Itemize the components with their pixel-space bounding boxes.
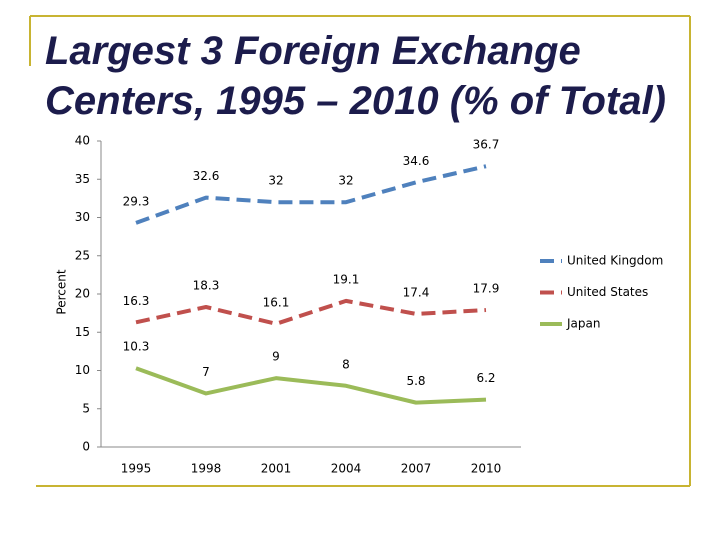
data-label: 17.4 <box>403 285 430 299</box>
data-label: 32.6 <box>193 169 220 183</box>
y-tick-label: 5 <box>82 401 90 415</box>
data-label: 7 <box>202 365 210 379</box>
legend-label: United Kingdom <box>567 254 663 268</box>
y-tick-label: 25 <box>75 248 90 262</box>
x-tick-label: 1995 <box>121 462 152 476</box>
data-label: 16.1 <box>263 295 290 309</box>
y-tick-label: 10 <box>75 363 90 377</box>
y-tick-label: 35 <box>75 172 90 186</box>
y-tick-label: 0 <box>82 440 90 454</box>
x-tick-label: 2001 <box>261 462 292 476</box>
series-line <box>135 298 487 326</box>
y-tick-label: 15 <box>75 325 90 339</box>
x-tick-label: 1998 <box>191 462 222 476</box>
x-tick-label: 2007 <box>401 462 432 476</box>
data-label: 17.9 <box>473 282 500 296</box>
data-label: 10.3 <box>123 340 150 354</box>
y-tick-label: 20 <box>75 287 90 301</box>
x-tick-label: 2010 <box>471 462 502 476</box>
data-label: 18.3 <box>193 279 220 293</box>
legend-label: United States <box>567 285 648 299</box>
data-label: 36.7 <box>473 138 500 152</box>
data-label: 32 <box>338 174 353 188</box>
x-tick-label: 2004 <box>331 462 362 476</box>
data-label: 19.1 <box>333 272 360 286</box>
y-tick-label: 30 <box>75 210 90 224</box>
legend-label: Japan <box>566 317 600 331</box>
y-axis-label: Percent <box>55 269 69 314</box>
y-tick-label: 40 <box>75 134 90 148</box>
data-label: 6.2 <box>476 371 495 385</box>
data-label: 8 <box>342 357 350 371</box>
data-label: 5.8 <box>406 374 425 388</box>
slide-title: Largest 3 Foreign Exchange Centers, 1995… <box>45 29 666 123</box>
data-label: 29.3 <box>123 194 150 208</box>
data-label: 32 <box>268 174 283 188</box>
data-label: 34.6 <box>403 154 430 168</box>
data-label: 9 <box>272 350 280 364</box>
data-label: 16.3 <box>123 294 150 308</box>
series-line <box>135 164 487 225</box>
series-line <box>135 366 487 405</box>
